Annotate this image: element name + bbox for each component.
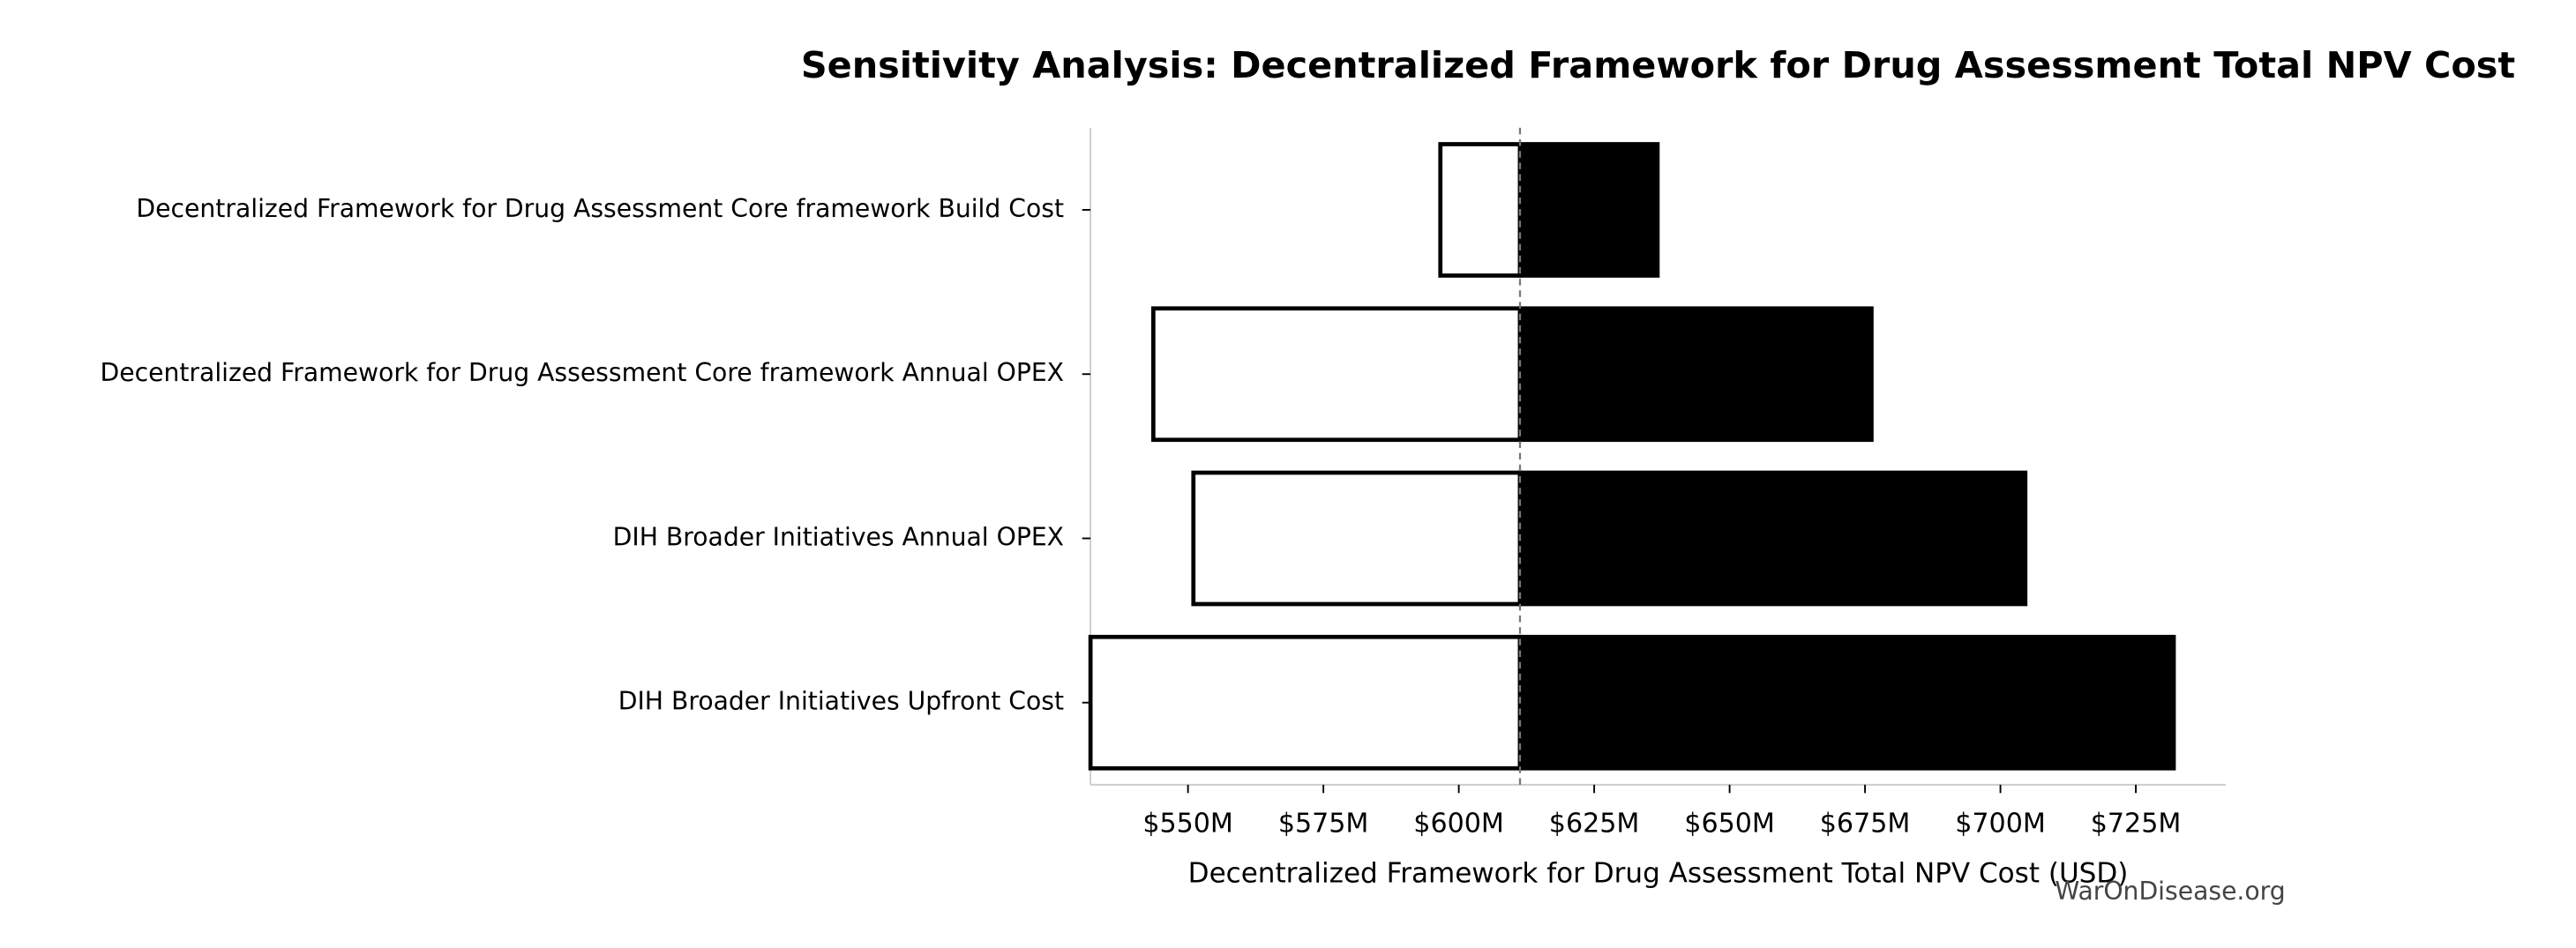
x-axis-label: Decentralized Framework for Drug Assessm…	[1188, 857, 2129, 889]
x-tick-label: $725M	[2091, 809, 2182, 840]
x-tick-label: $675M	[1820, 809, 1911, 840]
category-label: Decentralized Framework for Drug Assessm…	[136, 194, 1064, 223]
category-label: Decentralized Framework for Drug Assessm…	[101, 358, 1065, 387]
bar	[1191, 470, 1523, 607]
category-label: DIH Broader Initiatives Upfront Cost	[618, 687, 1064, 716]
chart-title: Sensitivity Analysis: Decentralized Fram…	[801, 44, 2515, 86]
bar	[1088, 634, 1523, 771]
x-tick-label: $625M	[1549, 809, 1640, 840]
x-tick-label: $600M	[1413, 809, 1504, 840]
category-label: DIH Broader Initiatives Annual OPEX	[613, 522, 1064, 551]
bar	[1517, 470, 2028, 607]
bar	[1517, 306, 1874, 443]
watermark: WarOnDisease.org	[2055, 877, 2285, 906]
x-tick-label: $700M	[1955, 809, 2046, 840]
x-tick-label: $550M	[1142, 809, 1233, 840]
x-tick-label: $575M	[1278, 809, 1369, 840]
bar	[1517, 142, 1660, 278]
x-tick-label: $650M	[1684, 809, 1775, 840]
bar	[1517, 634, 2176, 771]
bar	[1150, 306, 1523, 443]
bar	[1438, 142, 1523, 278]
